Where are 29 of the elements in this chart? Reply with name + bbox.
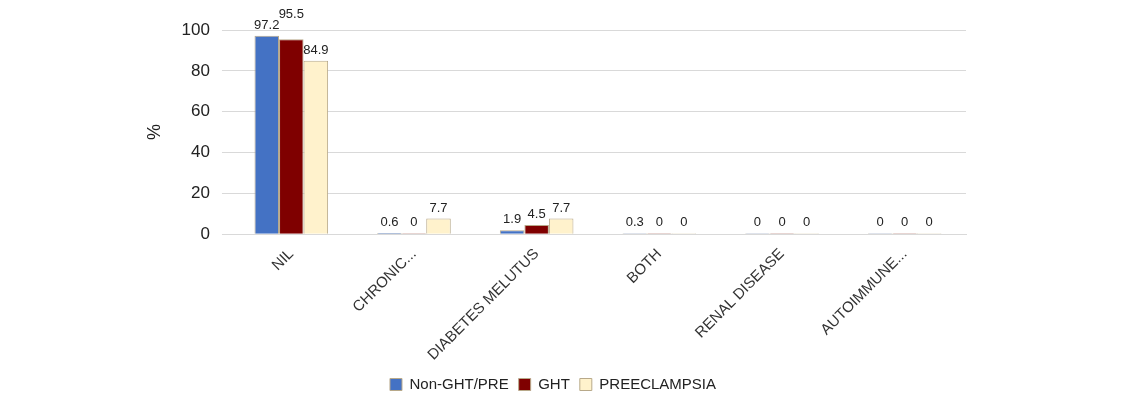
y-axis-title: % xyxy=(143,124,164,141)
data-label: 7.7 xyxy=(429,199,448,215)
legend-label: Non-GHT/PRE xyxy=(409,374,509,392)
y-tick-label: 20 xyxy=(191,183,210,203)
data-label: 1.9 xyxy=(503,211,522,227)
legend-label: GHT xyxy=(538,374,570,392)
y-tick-label: 40 xyxy=(191,142,210,162)
data-label: 0 xyxy=(410,214,418,230)
data-label: 84.9 xyxy=(303,41,329,57)
data-label: 95.5 xyxy=(278,6,304,22)
data-label: 0 xyxy=(680,214,688,230)
data-label: 0 xyxy=(876,214,884,230)
data-label: 0 xyxy=(925,214,933,230)
data-label: 0 xyxy=(655,214,663,230)
data-label: 0 xyxy=(753,214,762,230)
legend-label: PREECLAMPSIA xyxy=(599,374,717,392)
data-label: 7.7 xyxy=(552,199,571,215)
x-tick-label: NIL xyxy=(267,244,297,274)
data-label: 0 xyxy=(778,214,786,230)
data-label: 0 xyxy=(901,214,909,230)
data-label: 0.6 xyxy=(380,214,399,230)
data-label: 0 xyxy=(802,214,811,230)
y-tick-label: 100 xyxy=(181,19,210,39)
y-tick-label: 60 xyxy=(191,101,210,121)
y-tick-label: 80 xyxy=(191,60,210,80)
data-label: 97.2 xyxy=(254,16,280,32)
data-label: 0.3 xyxy=(625,214,644,230)
y-tick-label: 0 xyxy=(200,223,210,243)
data-label: 4.5 xyxy=(527,206,546,222)
